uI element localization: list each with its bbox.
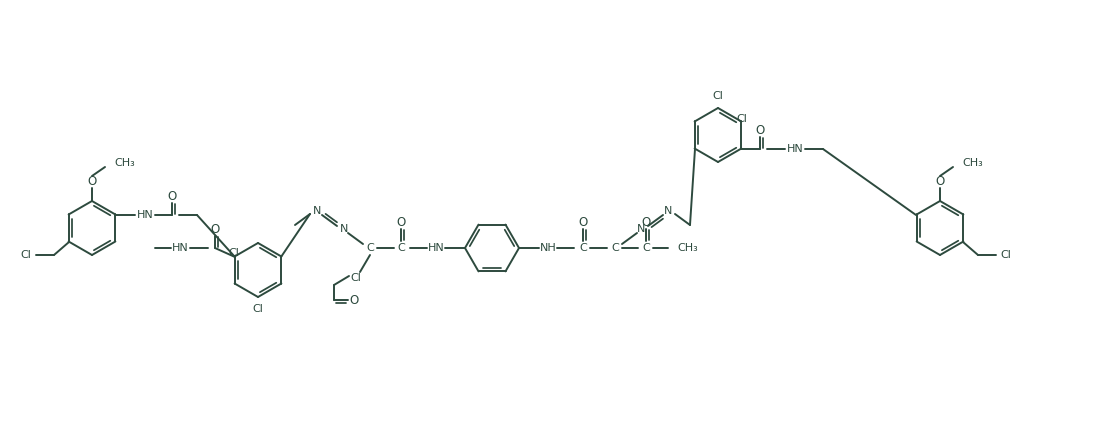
Text: C: C — [642, 243, 649, 253]
Text: O: O — [756, 125, 765, 137]
Text: O: O — [88, 176, 97, 188]
Text: Cl: Cl — [736, 114, 747, 124]
Text: NH: NH — [540, 243, 556, 253]
Text: C: C — [579, 243, 587, 253]
Text: CH₃: CH₃ — [962, 158, 983, 168]
Text: Cl: Cl — [228, 248, 239, 258]
Text: N: N — [313, 206, 321, 216]
Text: Cl: Cl — [21, 250, 32, 260]
Text: O: O — [578, 217, 588, 229]
Text: Cl: Cl — [1000, 250, 1011, 260]
Text: O: O — [211, 224, 219, 236]
Text: HN: HN — [428, 243, 444, 253]
Text: HN: HN — [787, 144, 803, 154]
Text: O: O — [168, 191, 177, 204]
Text: O: O — [396, 217, 406, 229]
Text: HN: HN — [137, 210, 154, 220]
Text: N: N — [637, 224, 645, 234]
Text: Cl: Cl — [351, 273, 361, 283]
Text: N: N — [664, 206, 672, 216]
Text: O: O — [642, 217, 651, 229]
Text: Cl: Cl — [252, 304, 263, 314]
Text: C: C — [397, 243, 405, 253]
Text: C: C — [366, 243, 374, 253]
Text: CH₃: CH₃ — [677, 243, 698, 253]
Text: O: O — [349, 293, 359, 307]
Text: CH₃: CH₃ — [114, 158, 135, 168]
Text: Cl: Cl — [713, 91, 723, 101]
Text: HN: HN — [171, 243, 189, 253]
Text: O: O — [936, 176, 945, 188]
Text: N: N — [340, 224, 348, 234]
Text: C: C — [611, 243, 619, 253]
